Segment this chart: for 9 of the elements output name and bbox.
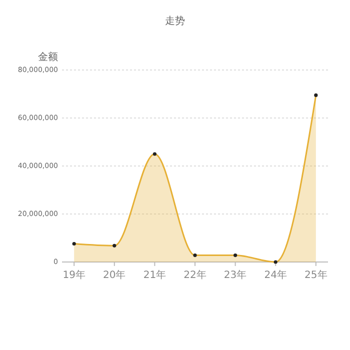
x-tick-label: 22年 (184, 269, 206, 281)
chart-title: 走势 (165, 15, 185, 27)
x-tick-label: 21年 (143, 269, 166, 281)
y-axis-title: 金额 (38, 51, 58, 63)
x-tick-label: 20年 (103, 269, 126, 281)
x-tick-label: 23年 (224, 269, 247, 281)
x-tick-label: 24年 (264, 269, 287, 281)
x-tick-label: 19年 (62, 269, 86, 281)
x-tick-label: 25年 (304, 269, 328, 281)
